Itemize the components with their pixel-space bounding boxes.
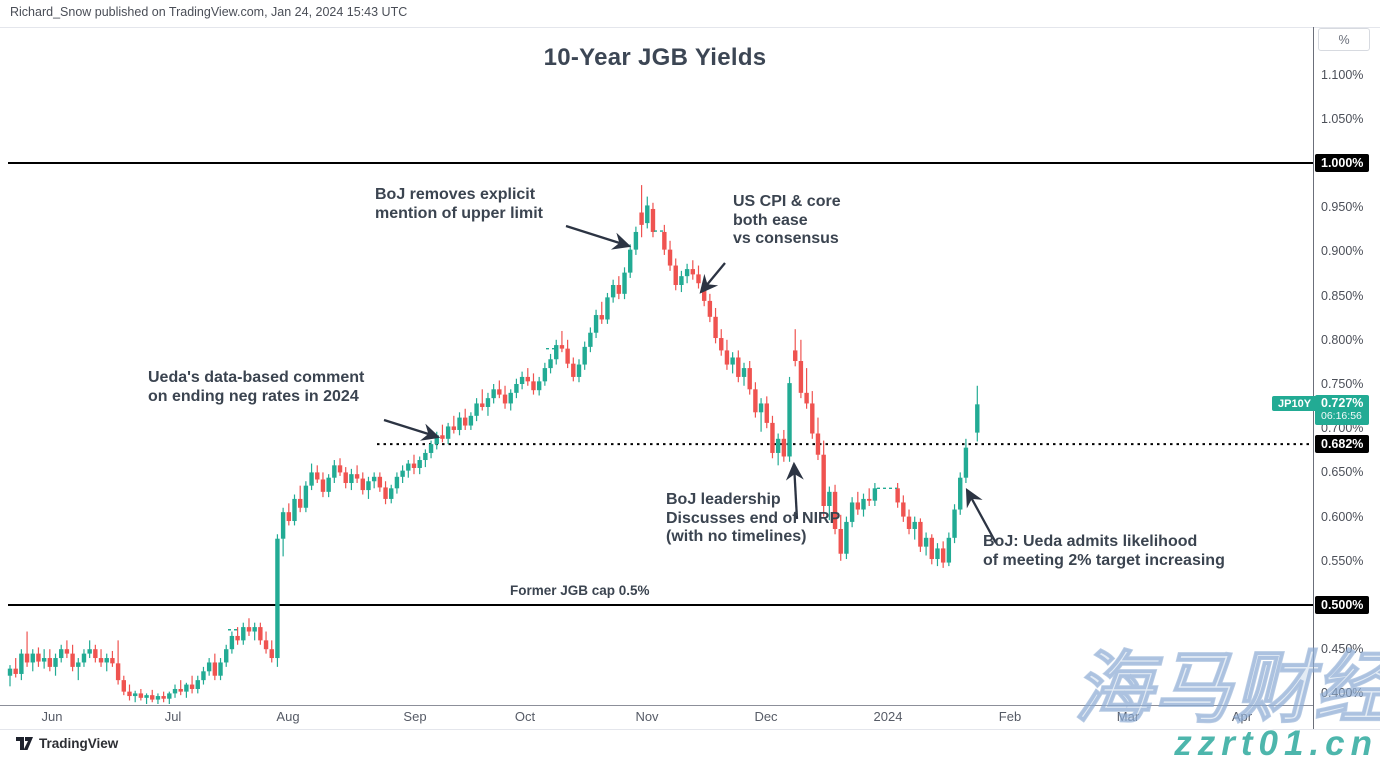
- tradingview-logo-text: TradingView: [39, 736, 119, 751]
- ann-former-cap-line: Former JGB cap 0.5%: [510, 583, 650, 598]
- price-tick-label: 0.450%: [1321, 642, 1364, 657]
- ann-boj-upper-limit: BoJ removes explicit mention of upper lim…: [375, 186, 543, 223]
- ann-boj-ueda-target-line: BoJ: Ueda admits likelihood: [983, 533, 1198, 550]
- ann-ueda-comment-line: on ending neg rates in 2024: [148, 387, 359, 405]
- time-axis-label-2024: 2024: [873, 709, 903, 724]
- ann-boj-leadership: BoJ leadership Discusses end of NIRP (with…: [666, 491, 840, 547]
- time-axis-label-feb: Feb: [998, 709, 1022, 724]
- price-tick-label: 0.650%: [1321, 465, 1364, 480]
- ann-us-cpi: US CPI & core both ease vs consensus: [733, 193, 841, 249]
- time-axis-label-jul: Jul: [164, 709, 182, 724]
- price-tick-label: 0.800%: [1321, 332, 1364, 347]
- price-tick-label: 0.950%: [1321, 200, 1364, 215]
- attribution-text: Richard_Snow published on TradingView.co…: [10, 5, 408, 19]
- ann-boj-upper-limit-line: mention of upper limit: [375, 204, 543, 222]
- price-tick-label: 0.400%: [1321, 686, 1364, 701]
- ann-boj-upper-limit-arrow: [565, 224, 632, 250]
- last-price-label: 0.727% 06:16:56: [1315, 395, 1370, 426]
- ann-boj-ueda-target-line: of meeting 2% target increasing: [983, 551, 1225, 569]
- ann-boj-ueda-target-arrow: [965, 487, 998, 544]
- price-tick-label: 1.050%: [1321, 111, 1364, 126]
- ann-us-cpi-arrow: [699, 262, 726, 294]
- tradingview-logo-icon: [16, 737, 33, 750]
- time-axis-label-apr: Apr: [1231, 709, 1253, 724]
- tradingview-logo[interactable]: TradingView: [16, 736, 118, 751]
- time-axis-label-mar: Mar: [1116, 709, 1140, 724]
- ann-boj-upper-limit-line: BoJ removes explicit: [375, 186, 536, 203]
- level-price-label: 0.682%: [1315, 435, 1370, 453]
- price-level-lines: [8, 162, 1313, 606]
- symbol-price-tag: JP10Y: [1272, 396, 1318, 412]
- annotation-arrows: [383, 224, 998, 544]
- time-axis-label-sep: Sep: [403, 709, 427, 724]
- price-tick-label: 0.600%: [1321, 509, 1364, 524]
- price-tick-label: 0.750%: [1321, 377, 1364, 391]
- price-tick-label: 0.850%: [1321, 288, 1364, 303]
- price-tick-label: 1.100%: [1321, 67, 1364, 82]
- chart-frame: [0, 27, 1380, 730]
- candlestick-series: [7, 185, 980, 705]
- time-axis-label-jun: Jun: [41, 709, 63, 724]
- ann-boj-leadership-line: BoJ leadership: [666, 491, 781, 508]
- last-price-countdown: 06:16:56: [1321, 410, 1362, 423]
- ann-us-cpi-line: both ease: [733, 211, 808, 229]
- ann-ueda-comment: Ueda's data-based comment on ending neg r…: [148, 369, 364, 406]
- ann-former-cap: Former JGB cap 0.5%: [510, 583, 650, 598]
- price-tick-label: 0.900%: [1321, 244, 1364, 259]
- time-axis-label-nov: Nov: [635, 709, 659, 724]
- level-price-label: 1.000%: [1315, 154, 1370, 172]
- axis-unit-button[interactable]: %: [1318, 28, 1370, 51]
- ann-ueda-comment-line: Ueda's data-based comment: [148, 369, 365, 386]
- ann-boj-leadership-line: (with no timelines): [666, 528, 807, 545]
- ann-boj-leadership-arrow: [785, 461, 804, 520]
- ann-boj-ueda-target: BoJ: Ueda admits likelihood of meeting 2%…: [983, 533, 1225, 570]
- last-price-value: 0.727%: [1321, 396, 1364, 411]
- time-axis-label-aug: Aug: [276, 709, 300, 724]
- price-tick-label: 0.550%: [1321, 553, 1364, 568]
- ann-us-cpi-line: vs consensus: [733, 230, 839, 247]
- time-axis-label-oct: Oct: [514, 709, 536, 724]
- chart-title: 10-Year JGB Yields: [543, 44, 767, 71]
- level-price-label: 0.500%: [1315, 596, 1370, 614]
- ann-ueda-comment-arrow: [383, 418, 441, 441]
- time-axis-label-dec: Dec: [754, 709, 778, 724]
- ann-boj-leadership-line: Discusses end of NIRP: [666, 509, 841, 527]
- ann-us-cpi-line: US CPI & core: [733, 193, 841, 210]
